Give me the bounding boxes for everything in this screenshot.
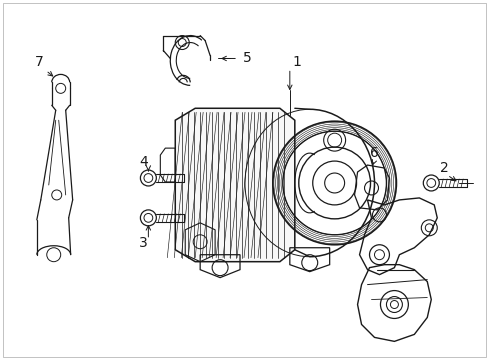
Text: 2: 2	[439, 161, 447, 175]
Text: 3: 3	[139, 236, 147, 250]
Text: 6: 6	[369, 146, 378, 160]
Text: 4: 4	[139, 155, 147, 169]
Text: 5: 5	[243, 51, 251, 66]
Polygon shape	[175, 108, 294, 262]
Text: 7: 7	[34, 55, 43, 69]
Text: 1: 1	[292, 55, 301, 69]
